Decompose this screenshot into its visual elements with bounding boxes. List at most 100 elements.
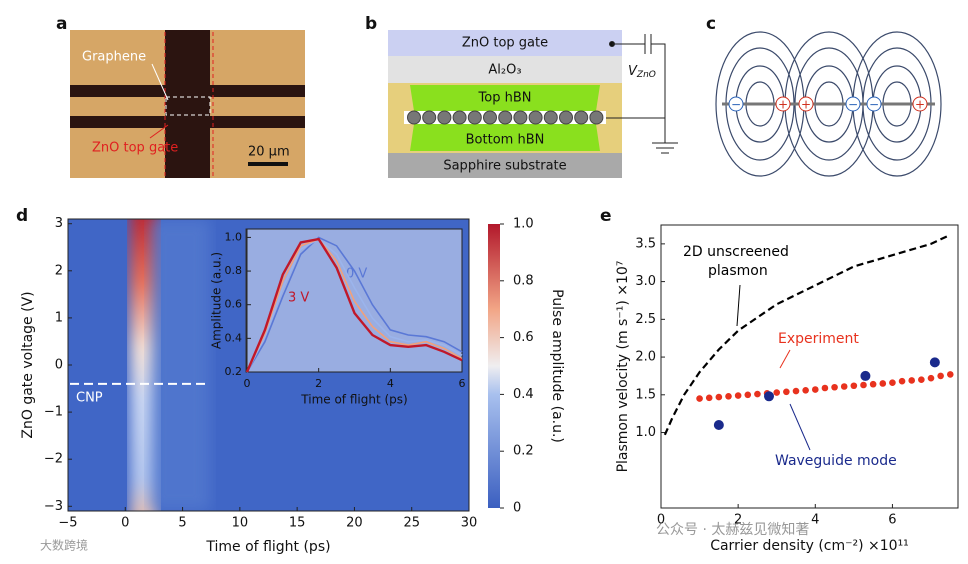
- waveguide-point: [764, 391, 774, 402]
- y-tick-label: 1.5: [635, 387, 656, 402]
- colorbar-tick-label: 1.0: [513, 217, 534, 232]
- atom: [589, 110, 604, 125]
- annotation: 2D unscreened: [683, 244, 789, 260]
- experiment-dot: [754, 390, 761, 398]
- graphene-outline: [165, 96, 211, 116]
- experiment-dot: [811, 386, 819, 393]
- experiment-dot: [792, 387, 800, 395]
- gate-strip: [165, 30, 210, 178]
- atom: [528, 110, 543, 125]
- experiment-dot: [889, 379, 896, 387]
- panel-label: e: [600, 206, 612, 226]
- charge-sign: +: [801, 98, 811, 112]
- series-label: 3 V: [288, 291, 309, 306]
- colorbar-label: Pulse amplitude (a.u.): [549, 289, 565, 443]
- waveguide-point: [929, 357, 940, 368]
- x-tick-label: 10: [232, 516, 249, 531]
- scale-label: 20 μm: [248, 145, 290, 160]
- y-tick-label: 0.8: [225, 264, 243, 277]
- y-tick-label: 0.6: [225, 298, 243, 311]
- x-tick-label: 0: [657, 513, 665, 528]
- atom: [559, 110, 573, 125]
- experiment-dot: [696, 395, 703, 402]
- circuit: [606, 34, 678, 154]
- pointer: [736, 284, 741, 327]
- x-tick-label: −5: [58, 516, 77, 531]
- experiment-dot: [831, 383, 838, 391]
- atom: [498, 110, 513, 125]
- atoms: [407, 110, 604, 125]
- hbn: [410, 85, 600, 111]
- atom: [467, 110, 482, 125]
- y-tick-label: −3: [44, 499, 63, 514]
- charge-sign: −: [731, 98, 741, 112]
- annotation: Experiment: [778, 331, 859, 347]
- layer-label: Bottom hBN: [466, 133, 545, 148]
- y-tick-label: 3.0: [635, 274, 656, 289]
- y-tick-label: 2: [55, 263, 63, 278]
- pointer: [149, 124, 169, 139]
- x-tick-label: 30: [461, 516, 478, 531]
- x-axis-label: Carrier density (cm⁻²) ×10¹¹: [710, 538, 909, 554]
- label: VZnO: [628, 64, 656, 80]
- colorbar-tick-label: 0.8: [513, 273, 534, 288]
- y-tick-label: 1.0: [225, 230, 243, 243]
- colorbar-tick-label: 0: [513, 501, 521, 516]
- x-tick-label: 2: [315, 377, 322, 390]
- charge: [866, 96, 882, 112]
- experiment-dot: [725, 393, 732, 400]
- atom: [407, 110, 421, 125]
- experiment-dot: [879, 380, 887, 387]
- x-tick-label: 15: [289, 516, 306, 531]
- layer: [388, 30, 622, 56]
- series-label: 0 V: [346, 267, 367, 282]
- atom: [543, 110, 558, 125]
- panel-label: d: [16, 206, 28, 226]
- experiment-dot: [850, 382, 858, 390]
- watermark: 公众号 · 太赫兹见微知著: [656, 521, 809, 538]
- y-tick-label: 2.0: [635, 350, 656, 365]
- experiment-dot: [869, 380, 877, 388]
- y-tick-label: 2.5: [635, 312, 656, 327]
- charge: [798, 96, 814, 112]
- x-tick-label: 20: [346, 516, 363, 531]
- x-tick-label: 4: [811, 513, 819, 528]
- pointer: [151, 63, 169, 101]
- y-tick-label: 3.5: [635, 236, 656, 251]
- layer: [388, 56, 622, 83]
- x-tick-label: 6: [459, 377, 466, 390]
- label: Graphene: [82, 50, 146, 65]
- atom: [452, 110, 467, 125]
- curve: [245, 237, 463, 373]
- charge: [775, 96, 791, 112]
- layer-label: Top hBN: [478, 91, 532, 106]
- y-tick-label: 0.4: [225, 331, 243, 344]
- experiment-dot: [937, 372, 944, 380]
- panel-label: c: [706, 14, 716, 34]
- colorbar-tick-label: 0.4: [513, 387, 534, 402]
- x-tick-label: 6: [888, 513, 896, 528]
- experiment-dot: [840, 383, 848, 390]
- atom: [513, 110, 528, 125]
- atom: [574, 110, 589, 125]
- experiment-dot: [898, 377, 906, 385]
- x-tick-label: 5: [178, 516, 186, 531]
- y-tick-label: 0: [55, 358, 63, 373]
- curve: [246, 238, 463, 373]
- experiment-dot: [734, 392, 742, 399]
- pointer: [779, 349, 791, 369]
- y-axis-label: Plasmon velocity (m s⁻¹) ×10⁷: [615, 261, 631, 473]
- annotation: Waveguide mode: [775, 453, 897, 469]
- charge-sign: −: [869, 98, 879, 112]
- charge: [728, 96, 744, 112]
- label: ZnO top gate: [92, 141, 178, 156]
- y-tick-label: −2: [44, 452, 63, 467]
- x-tick-label: 0: [244, 377, 251, 390]
- experiment-dot: [705, 394, 713, 402]
- experiment-dot: [821, 384, 829, 392]
- x-tick-label: 2: [734, 513, 742, 528]
- theory-curve: [663, 233, 951, 436]
- waveguide-point: [860, 370, 871, 381]
- panel-label: a: [56, 14, 67, 34]
- v: V: [628, 64, 638, 79]
